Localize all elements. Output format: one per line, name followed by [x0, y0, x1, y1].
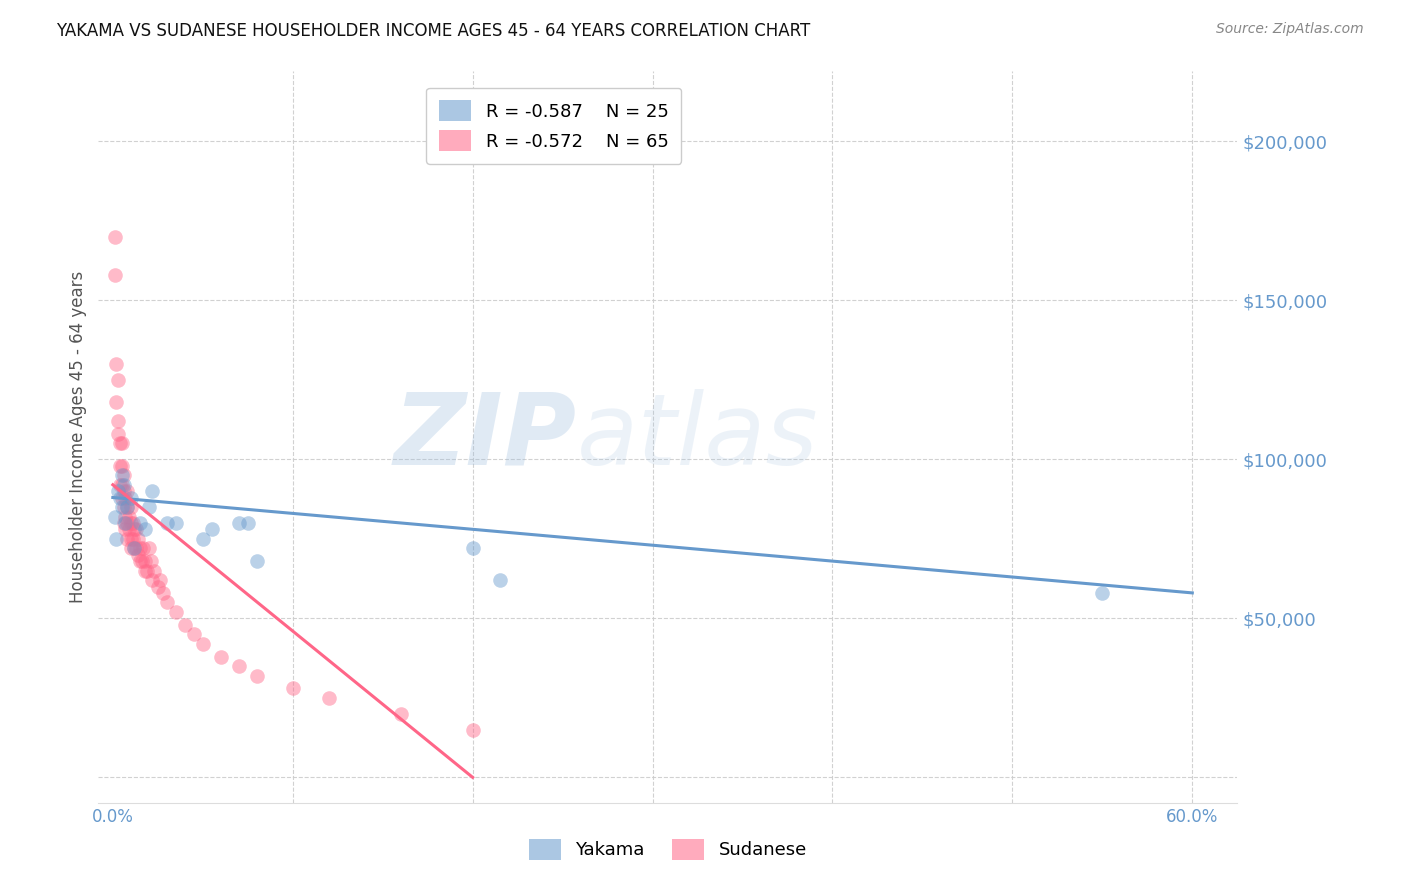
Point	[461, 723, 484, 737]
Point	[132, 541, 155, 556]
Point	[115, 516, 138, 530]
Point	[120, 516, 142, 530]
Point	[246, 668, 269, 682]
Point	[105, 357, 128, 371]
Point	[114, 516, 136, 530]
Point	[121, 532, 143, 546]
Point	[107, 426, 129, 441]
Point	[107, 373, 129, 387]
Point	[104, 268, 127, 282]
Point	[107, 414, 129, 428]
Point	[152, 586, 174, 600]
Point	[201, 522, 224, 536]
Point	[191, 637, 214, 651]
Point	[108, 491, 131, 505]
Point	[120, 500, 142, 514]
Point	[114, 509, 136, 524]
Y-axis label: Householder Income Ages 45 - 64 years: Householder Income Ages 45 - 64 years	[69, 271, 87, 603]
Point	[134, 522, 156, 536]
Point	[165, 605, 187, 619]
Point	[318, 690, 340, 705]
Point	[139, 554, 162, 568]
Point	[281, 681, 304, 696]
Text: ZIP: ZIP	[394, 389, 576, 485]
Point	[488, 573, 510, 587]
Point	[104, 229, 127, 244]
Point	[131, 554, 153, 568]
Point	[128, 554, 150, 568]
Point	[136, 564, 159, 578]
Point	[114, 522, 136, 536]
Point	[143, 564, 166, 578]
Point	[138, 541, 160, 556]
Legend: Yakama, Sudanese: Yakama, Sudanese	[522, 831, 814, 867]
Point	[105, 532, 128, 546]
Point	[112, 500, 135, 514]
Point	[146, 580, 169, 594]
Point	[115, 532, 138, 546]
Text: atlas: atlas	[576, 389, 818, 485]
Point	[124, 522, 146, 536]
Point	[111, 436, 134, 450]
Point	[156, 516, 179, 530]
Point	[120, 532, 142, 546]
Point	[112, 477, 135, 491]
Point	[111, 458, 134, 473]
Point	[115, 500, 138, 514]
Point	[104, 509, 127, 524]
Point	[183, 627, 205, 641]
Point	[389, 706, 412, 721]
Point	[138, 500, 160, 514]
Point	[1091, 586, 1114, 600]
Point	[149, 573, 172, 587]
Point	[105, 395, 128, 409]
Point	[107, 484, 129, 499]
Point	[127, 548, 149, 562]
Text: Source: ZipAtlas.com: Source: ZipAtlas.com	[1216, 22, 1364, 37]
Point	[118, 509, 141, 524]
Point	[112, 484, 135, 499]
Point	[111, 477, 134, 491]
Point	[236, 516, 259, 530]
Text: YAKAMA VS SUDANESE HOUSEHOLDER INCOME AGES 45 - 64 YEARS CORRELATION CHART: YAKAMA VS SUDANESE HOUSEHOLDER INCOME AG…	[56, 22, 810, 40]
Point	[121, 516, 143, 530]
Point	[128, 516, 150, 530]
Point	[191, 532, 214, 546]
Point	[118, 522, 141, 536]
Point	[115, 500, 138, 514]
Point	[111, 468, 134, 483]
Point	[134, 554, 156, 568]
Point	[115, 484, 138, 499]
Point	[124, 541, 146, 556]
Point	[108, 477, 131, 491]
Point	[120, 491, 142, 505]
Point	[112, 516, 135, 530]
Point	[111, 491, 134, 505]
Point	[125, 541, 148, 556]
Point	[108, 458, 131, 473]
Point	[209, 649, 232, 664]
Point	[156, 595, 179, 609]
Point	[127, 532, 149, 546]
Point	[124, 541, 146, 556]
Point	[141, 484, 163, 499]
Point	[125, 522, 148, 536]
Point	[461, 541, 484, 556]
Point	[111, 500, 134, 514]
Point	[228, 659, 250, 673]
Point	[128, 541, 150, 556]
Point	[165, 516, 187, 530]
Point	[141, 573, 163, 587]
Point	[112, 468, 135, 483]
Point	[228, 516, 250, 530]
Point	[246, 554, 269, 568]
Point	[120, 541, 142, 556]
Point	[108, 436, 131, 450]
Point	[134, 564, 156, 578]
Point	[114, 491, 136, 505]
Point	[173, 617, 195, 632]
